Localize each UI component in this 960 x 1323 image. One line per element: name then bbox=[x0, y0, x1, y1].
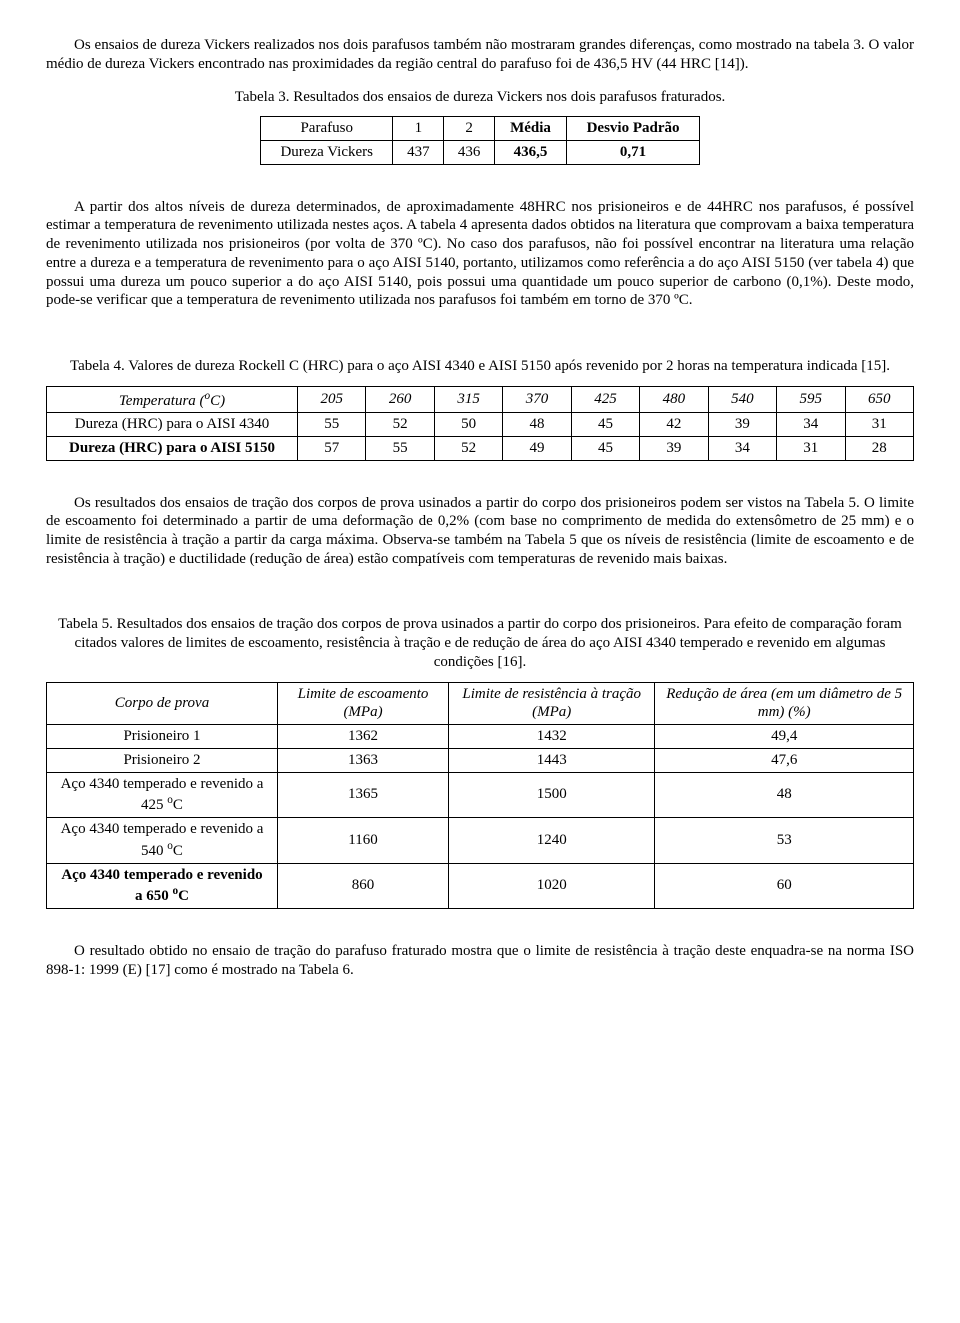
cell: Aço 4340 temperado e revenido a 650 oC bbox=[47, 863, 278, 909]
label-post: C bbox=[173, 797, 183, 813]
cell: 31 bbox=[777, 437, 845, 461]
cell: 1365 bbox=[278, 772, 449, 818]
paragraph-analysis: A partir dos altos níveis de dureza dete… bbox=[46, 198, 914, 311]
cell: 50 bbox=[434, 413, 502, 437]
table3: Parafuso 1 2 Média Desvio Padrão Dureza … bbox=[260, 116, 700, 165]
table-row: Temperatura (oC) 205 260 315 370 425 480… bbox=[47, 386, 914, 413]
cell: 34 bbox=[777, 413, 845, 437]
cell: 48 bbox=[503, 413, 571, 437]
table-row: Prisioneiro 1 1362 1432 49,4 bbox=[47, 725, 914, 749]
cell: 1443 bbox=[449, 748, 655, 772]
cell: 39 bbox=[708, 413, 776, 437]
cell: 42 bbox=[640, 413, 708, 437]
cell: 1500 bbox=[449, 772, 655, 818]
cell: Prisioneiro 1 bbox=[47, 725, 278, 749]
table3-h0: Parafuso bbox=[261, 117, 393, 141]
cell: 52 bbox=[434, 437, 502, 461]
cell: 55 bbox=[366, 437, 434, 461]
table3-r0: Dureza Vickers bbox=[261, 141, 393, 165]
table4: Temperatura (oC) 205 260 315 370 425 480… bbox=[46, 386, 914, 461]
table-row: Corpo de prova Limite de escoamento (MPa… bbox=[47, 682, 914, 725]
table3-h2: 2 bbox=[444, 117, 495, 141]
table3-r3: 436,5 bbox=[494, 141, 566, 165]
cell: 47,6 bbox=[655, 748, 914, 772]
label-post: C bbox=[178, 888, 189, 904]
table4-t2: 260 bbox=[366, 386, 434, 413]
table4-row2-label: Dureza (HRC) para o AISI 5150 bbox=[47, 437, 298, 461]
label-pre: Aço 4340 temperado e revenido a 650 bbox=[61, 867, 262, 905]
table-row: Parafuso 1 2 Média Desvio Padrão bbox=[261, 117, 700, 141]
table3-r2: 436 bbox=[444, 141, 495, 165]
table5-caption: Tabela 5. Resultados dos ensaios de traç… bbox=[46, 615, 914, 671]
table5-h0: Corpo de prova bbox=[47, 682, 278, 725]
cell: 52 bbox=[366, 413, 434, 437]
table4-t3: 315 bbox=[434, 386, 502, 413]
table5: Corpo de prova Limite de escoamento (MPa… bbox=[46, 682, 914, 910]
table4-t7: 540 bbox=[708, 386, 776, 413]
cell: 1362 bbox=[278, 725, 449, 749]
table3-h4: Desvio Padrão bbox=[567, 117, 700, 141]
table-row: Aço 4340 temperado e revenido a 425 oC 1… bbox=[47, 772, 914, 818]
table4-row1-label: Dureza (HRC) para o AISI 4340 bbox=[47, 413, 298, 437]
table4-header-label: Temperatura (oC) bbox=[47, 386, 298, 413]
table4-t6: 480 bbox=[640, 386, 708, 413]
table-row: Dureza (HRC) para o AISI 4340 55 52 50 4… bbox=[47, 413, 914, 437]
cell: 57 bbox=[298, 437, 366, 461]
table-row: Dureza Vickers 437 436 436,5 0,71 bbox=[261, 141, 700, 165]
table3-h3: Média bbox=[494, 117, 566, 141]
table5-h1: Limite de escoamento (MPa) bbox=[278, 682, 449, 725]
cell: 1020 bbox=[449, 863, 655, 909]
cell: 60 bbox=[655, 863, 914, 909]
table4-header-pre: Temperatura ( bbox=[119, 393, 205, 409]
cell: 55 bbox=[298, 413, 366, 437]
table3-r4: 0,71 bbox=[567, 141, 700, 165]
paragraph-intro-table3: Os ensaios de dureza Vickers realizados … bbox=[46, 36, 914, 74]
cell: 53 bbox=[655, 818, 914, 864]
label-pre: Aço 4340 temperado e revenido a 540 bbox=[61, 821, 264, 859]
table-row: Aço 4340 temperado e revenido a 650 oC 8… bbox=[47, 863, 914, 909]
cell: Prisioneiro 2 bbox=[47, 748, 278, 772]
label-post: C bbox=[173, 843, 183, 859]
table4-t4: 370 bbox=[503, 386, 571, 413]
cell: Aço 4340 temperado e revenido a 540 oC bbox=[47, 818, 278, 864]
table4-t1: 205 bbox=[298, 386, 366, 413]
table4-t9: 650 bbox=[845, 386, 914, 413]
cell: 31 bbox=[845, 413, 914, 437]
cell: Aço 4340 temperado e revenido a 425 oC bbox=[47, 772, 278, 818]
table5-h3: Redução de área (em um diâmetro de 5 mm)… bbox=[655, 682, 914, 725]
table-row: Aço 4340 temperado e revenido a 540 oC 1… bbox=[47, 818, 914, 864]
cell: 49 bbox=[503, 437, 571, 461]
table-row: Dureza (HRC) para o AISI 5150 57 55 52 4… bbox=[47, 437, 914, 461]
cell: 34 bbox=[708, 437, 776, 461]
paragraph-conclusion: O resultado obtido no ensaio de tração d… bbox=[46, 942, 914, 980]
label-pre: Aço 4340 temperado e revenido a 425 bbox=[61, 776, 264, 814]
cell: 860 bbox=[278, 863, 449, 909]
cell: 39 bbox=[640, 437, 708, 461]
cell: 1363 bbox=[278, 748, 449, 772]
table4-caption: Tabela 4. Valores de dureza Rockell C (H… bbox=[46, 357, 914, 376]
cell: 28 bbox=[845, 437, 914, 461]
table4-t5: 425 bbox=[571, 386, 639, 413]
cell: 1432 bbox=[449, 725, 655, 749]
table3-r1: 437 bbox=[393, 141, 444, 165]
paragraph-tensile: Os resultados dos ensaios de tração dos … bbox=[46, 494, 914, 569]
cell: 45 bbox=[571, 437, 639, 461]
table4-t8: 595 bbox=[777, 386, 845, 413]
table4-header-post: C) bbox=[210, 393, 225, 409]
cell: 48 bbox=[655, 772, 914, 818]
table-row: Prisioneiro 2 1363 1443 47,6 bbox=[47, 748, 914, 772]
cell: 1160 bbox=[278, 818, 449, 864]
cell: 1240 bbox=[449, 818, 655, 864]
table3-h1: 1 bbox=[393, 117, 444, 141]
cell: 49,4 bbox=[655, 725, 914, 749]
table5-h2: Limite de resistência à tração (MPa) bbox=[449, 682, 655, 725]
cell: 45 bbox=[571, 413, 639, 437]
table3-caption: Tabela 3. Resultados dos ensaios de dure… bbox=[46, 88, 914, 107]
